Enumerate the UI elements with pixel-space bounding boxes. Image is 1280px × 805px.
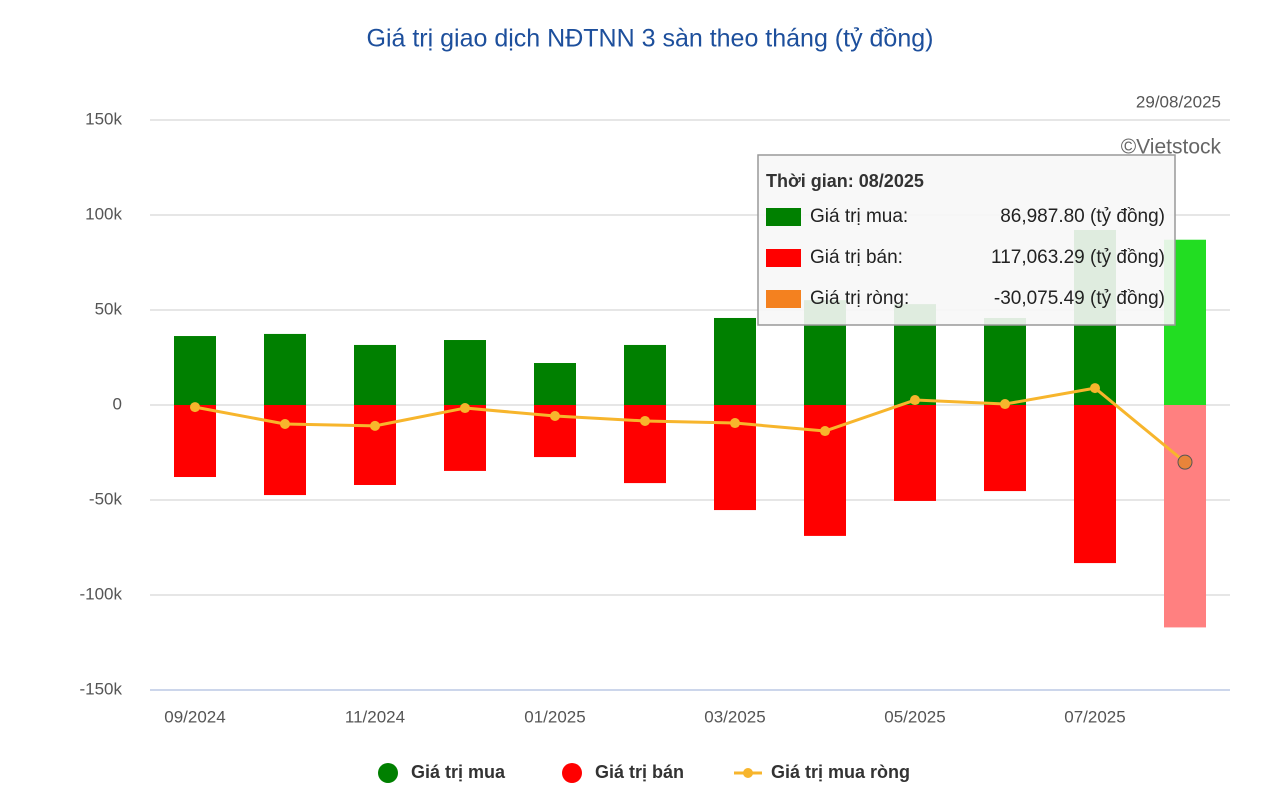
- bar: [264, 405, 306, 496]
- line-marker: [1090, 383, 1100, 394]
- line-marker: [730, 418, 740, 429]
- tooltip-value: -30,075.49 (tỷ đồng): [994, 288, 1165, 309]
- legend-label[interactable]: Giá trị mua: [411, 762, 506, 782]
- x-tick-label: 03/2025: [704, 707, 765, 726]
- tooltip-value: 117,063.29 (tỷ đồng): [991, 247, 1165, 268]
- bar: [174, 405, 216, 478]
- line: [194, 386, 1186, 464]
- y-tick-label: -150k: [79, 679, 122, 698]
- line-marker: [550, 411, 560, 422]
- bar: [894, 405, 936, 501]
- tooltip-title: Thời gian: 08/2025: [766, 171, 924, 191]
- bar: [444, 405, 486, 471]
- date-label: 29/08/2025: [1136, 92, 1221, 111]
- bar: [714, 317, 756, 405]
- bar: [444, 340, 486, 405]
- x-tick-label: 11/2024: [345, 707, 405, 726]
- line-marker: [1177, 454, 1193, 470]
- bar: [984, 405, 1026, 492]
- bar: [354, 405, 396, 485]
- y-tick-label: 100k: [85, 204, 122, 223]
- credit: ©Vietstock: [1121, 136, 1222, 159]
- bar: [264, 333, 306, 405]
- x-tick-label: 01/2025: [524, 707, 585, 726]
- tooltip-label: Giá trị bán:: [810, 247, 903, 268]
- tooltip-label: Giá trị ròng:: [810, 288, 909, 309]
- legend-symbol: [378, 763, 398, 783]
- y-tick-label: -50k: [89, 489, 123, 508]
- y-tick-label: -100k: [79, 584, 122, 603]
- y-tick-label: 50k: [95, 299, 123, 318]
- line-marker: [820, 426, 830, 437]
- bar: [1074, 405, 1116, 564]
- x-tick-label: 09/2024: [164, 707, 225, 726]
- bar: [984, 317, 1026, 405]
- legend-label[interactable]: Giá trị bán: [595, 762, 684, 782]
- line-marker: [460, 403, 470, 414]
- y-tick-label: 0: [113, 394, 122, 413]
- tooltip-swatch: [766, 290, 801, 308]
- y-tick-label: 150k: [85, 109, 122, 128]
- bar: [174, 336, 216, 405]
- tooltip-box: [757, 154, 1176, 326]
- line-marker: [370, 420, 380, 431]
- line-marker: [1000, 399, 1010, 410]
- tooltip-value: 86,987.80 (tỷ đồng): [1000, 206, 1165, 227]
- legend-symbol: [743, 768, 753, 778]
- bar: [354, 344, 396, 405]
- bar: [534, 363, 576, 405]
- line-marker: [280, 419, 290, 429]
- tooltip-label: Giá trị mua:: [810, 206, 908, 227]
- line-marker: [190, 402, 200, 413]
- x-tick-label: 07/2025: [1064, 707, 1125, 726]
- line-marker: [910, 395, 920, 406]
- legend: Giá trị mua Giá trị bán Giá trị mua ròng: [378, 762, 910, 783]
- bar: [1164, 405, 1206, 628]
- tooltip-swatch: [766, 249, 801, 267]
- tooltip: Thời gian: 08/2025 Giá trị mua: 86,987.80 …: [757, 154, 1176, 326]
- x-tick-label: 05/2025: [884, 707, 945, 726]
- legend-symbol: [562, 763, 582, 783]
- line-marker: [640, 415, 650, 426]
- legend-label[interactable]: Giá trị mua ròng: [771, 762, 910, 782]
- tooltip-swatch: [766, 208, 801, 226]
- bar: [624, 344, 666, 405]
- chart-title: Giá trị giao dịch NĐTNN 3 sàn theo tháng…: [367, 25, 934, 53]
